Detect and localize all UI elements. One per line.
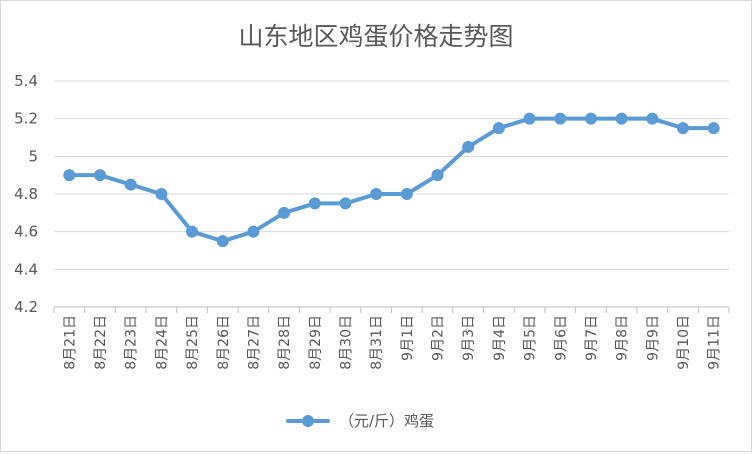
data-point <box>676 122 689 135</box>
data-point <box>646 112 659 125</box>
x-tick-label: 8月26日 <box>216 315 232 370</box>
y-axis-ticks: 4.2 4.4 4.6 4.8 5 5.2 5.4 <box>14 72 38 316</box>
y-tick-label: 5 <box>28 147 38 165</box>
x-tick-label: 9月3日 <box>461 315 477 361</box>
legend-label: （元/斤）鸡蛋 <box>339 412 434 430</box>
data-point <box>308 197 321 210</box>
x-tick-label: 9月4日 <box>492 315 508 361</box>
data-point <box>584 112 597 125</box>
y-tick-label: 5.4 <box>14 72 38 90</box>
data-point <box>431 169 444 182</box>
y-tick-label: 4.6 <box>14 223 38 241</box>
x-tick-label: 8月22日 <box>93 315 109 370</box>
x-tick-label: 8月29日 <box>308 315 324 370</box>
data-point <box>155 188 168 200</box>
y-tick-label: 4.2 <box>14 298 38 316</box>
data-point <box>94 169 107 182</box>
data-point <box>492 122 505 135</box>
x-tick-label: 8月25日 <box>185 315 201 370</box>
x-tick-label: 9月8日 <box>615 315 631 361</box>
x-tick-label: 9月2日 <box>431 315 447 361</box>
y-tick-label: 4.4 <box>14 260 38 278</box>
x-tick-label: 9月1日 <box>400 315 416 361</box>
data-point <box>63 169 76 182</box>
x-tick-label: 8月28日 <box>277 315 293 370</box>
legend-marker-swatch <box>302 415 314 427</box>
x-tick-label: 9月11日 <box>707 315 723 370</box>
x-tick-label: 9月7日 <box>584 315 600 361</box>
data-point <box>247 225 260 238</box>
chart-title: 山东地区鸡蛋价格走势图 <box>238 22 513 51</box>
data-point <box>370 188 383 200</box>
series-group <box>63 112 720 248</box>
x-axis-ticks: 8月21日 8月22日 8月23日 8月24日 8月25日 8月26日 8月27日 8月28日… <box>53 307 730 370</box>
y-tick-label: 5.2 <box>14 110 38 128</box>
data-point <box>462 140 475 153</box>
x-tick-label: 8月23日 <box>124 315 140 370</box>
data-point <box>124 178 137 191</box>
x-tick-label: 8月27日 <box>246 315 262 370</box>
x-tick-label: 8月24日 <box>154 315 170 370</box>
legend: （元/斤）鸡蛋 <box>286 412 434 430</box>
data-point <box>554 112 567 125</box>
data-point <box>615 112 628 125</box>
x-tick-label: 8月21日 <box>62 315 78 370</box>
x-tick-label: 8月30日 <box>338 315 354 370</box>
x-tick-label: 9月9日 <box>645 315 661 361</box>
series-line <box>67 116 716 244</box>
x-tick-label: 9月5日 <box>523 315 539 361</box>
x-tick-label: 9月10日 <box>676 315 692 370</box>
data-point <box>186 225 199 238</box>
data-point <box>400 188 413 200</box>
data-point <box>523 112 536 125</box>
data-point <box>707 122 720 135</box>
data-point <box>216 235 229 248</box>
data-point <box>339 197 352 210</box>
x-tick-label: 9月6日 <box>553 315 569 361</box>
y-tick-label: 4.8 <box>14 185 38 203</box>
data-point <box>278 206 291 219</box>
x-tick-label: 8月31日 <box>369 315 385 370</box>
